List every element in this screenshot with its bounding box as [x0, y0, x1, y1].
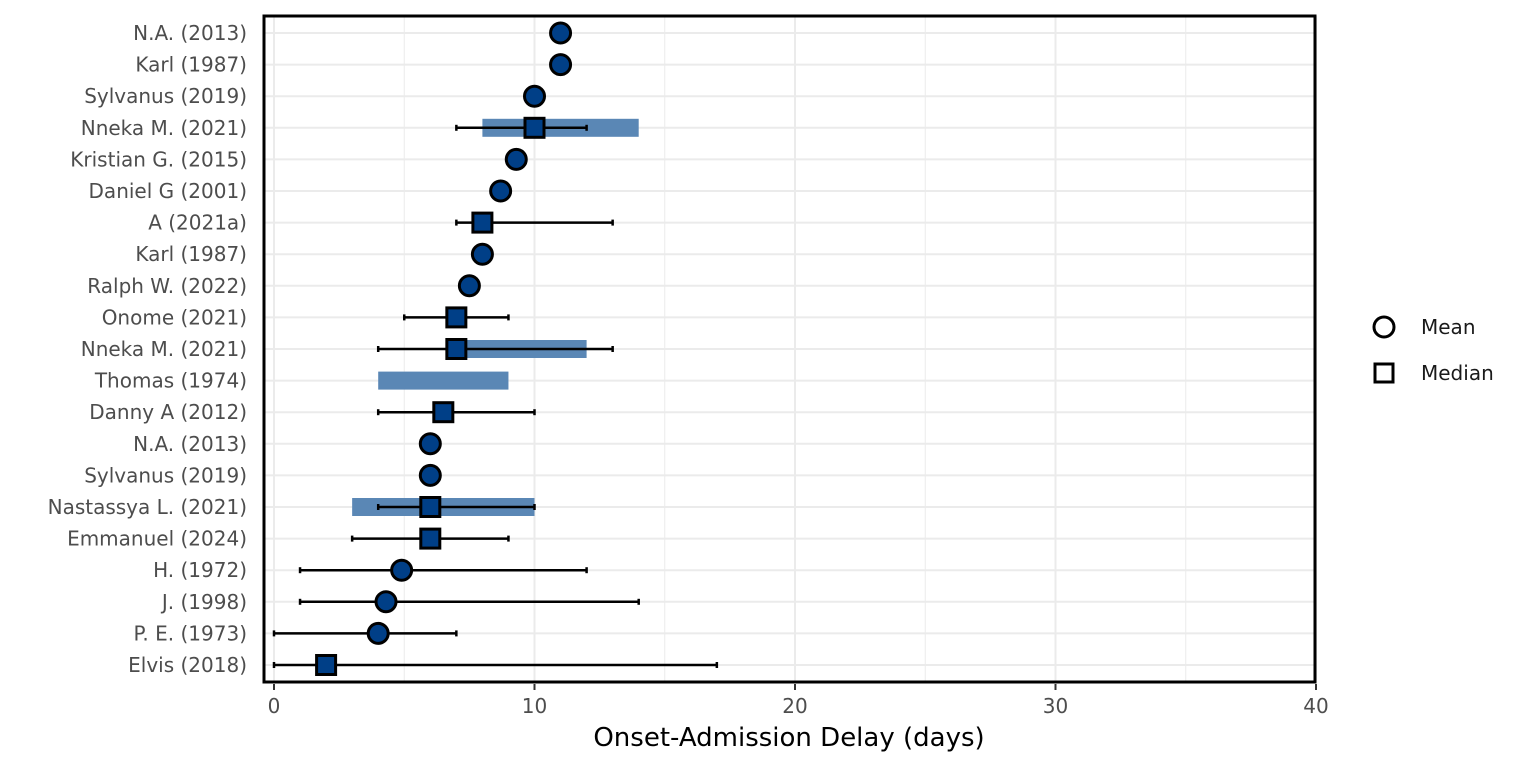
mean-point: [549, 53, 573, 77]
row-label: P. E. (1973): [133, 621, 247, 645]
row-label: Nneka M. (2021): [81, 116, 247, 140]
median-point: [471, 211, 494, 234]
mean-point: [457, 274, 481, 298]
row-label: Karl (1987): [135, 53, 247, 77]
row-label: Emmanuel (2024): [67, 527, 247, 551]
legend-label: Median: [1421, 361, 1494, 385]
legend-mean-key: [1372, 315, 1396, 339]
mean-point: [470, 242, 494, 266]
mean-point: [374, 590, 398, 614]
x-tick-label: 30: [1043, 694, 1068, 718]
row-label: N.A. (2013): [133, 432, 247, 456]
legend: Mean Median: [1372, 315, 1494, 385]
row-label: Ralph W. (2022): [87, 274, 247, 298]
row-label: Kristian G. (2015): [70, 147, 247, 171]
row-label: Sylvanus (2019): [84, 463, 247, 487]
x-tick-label: 10: [522, 694, 547, 718]
x-axis-ticks: 0 10 20 30 40: [268, 684, 1329, 718]
row-label: J. (1998): [160, 590, 247, 614]
x-tick-label: 20: [782, 694, 807, 718]
legend-label: Mean: [1421, 315, 1476, 339]
mean-point: [523, 84, 546, 108]
mean-point: [418, 463, 442, 487]
mean-point: [504, 147, 528, 171]
median-point: [315, 654, 338, 676]
legend-median-key: [1373, 362, 1395, 384]
x-axis-title: Onset-Admission Delay (days): [593, 723, 984, 753]
mean-point: [489, 179, 513, 203]
y-axis-labels: N.A. (2013) Karl (1987) Sylvanus (2019) Nne…: [48, 21, 247, 677]
row-label: N.A. (2013): [133, 21, 247, 45]
row-label: Elvis (2018): [128, 653, 247, 677]
estimate-points: [315, 21, 573, 676]
row-label: A (2021a): [148, 211, 247, 235]
row-label: Nastassya L. (2021): [48, 495, 247, 519]
median-point: [523, 116, 546, 139]
median-point: [445, 306, 468, 329]
median-point: [432, 401, 455, 424]
row-label: Nneka M. (2021): [81, 337, 247, 361]
panel-border: [262, 14, 1317, 684]
row-label: Onome (2021): [102, 305, 247, 329]
x-tick-label: 0: [268, 694, 281, 718]
row-label: Danny A (2012): [89, 400, 247, 424]
x-tick-label: 40: [1303, 694, 1328, 718]
iqr-bar: [378, 371, 509, 390]
median-point: [419, 527, 442, 550]
median-point: [445, 338, 468, 360]
mean-point: [366, 621, 390, 645]
row-label: Daniel G (2001): [89, 179, 247, 203]
row-label: Karl (1987): [135, 242, 247, 266]
row-label: Thomas (1974): [94, 369, 247, 393]
mean-point: [549, 21, 573, 45]
median-point: [419, 496, 442, 518]
row-label: Sylvanus (2019): [84, 84, 247, 108]
range-whiskers: [272, 124, 719, 668]
mean-point: [390, 558, 414, 582]
row-label: H. (1972): [153, 558, 247, 582]
mean-point: [418, 432, 442, 456]
